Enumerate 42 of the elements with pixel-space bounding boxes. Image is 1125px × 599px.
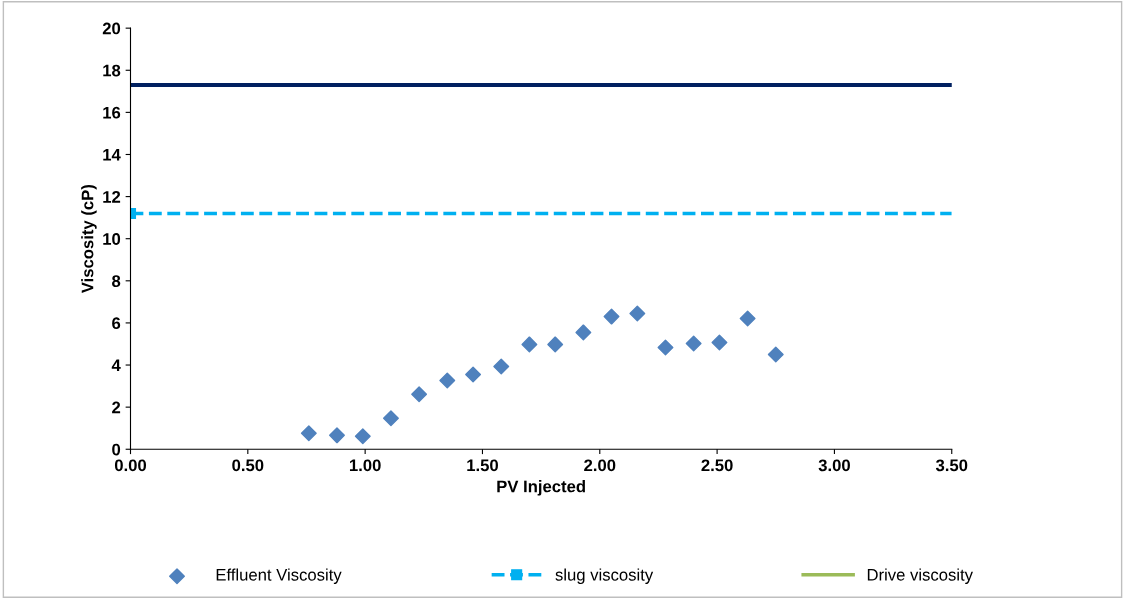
point [629,305,646,322]
point [411,386,428,403]
point [575,324,592,341]
point [439,372,456,389]
x-axis-title: PV Injected [497,480,585,496]
y-tick-label: 4 [111,359,121,372]
y-tick-label: 10 [103,233,121,245]
x-tick-label: 3.00 [818,459,850,472]
y-tick-label: 14 [103,149,121,161]
y-tick-label: 18 [103,64,121,77]
y-axis-title: Viscosity (cP) [81,185,97,294]
y-tick-label: 16 [103,106,121,119]
y-tick-label: 0 [112,443,121,456]
y-tick-label: 12 [103,190,121,203]
x-tick-label: 0.50 [232,459,264,472]
point [603,308,620,325]
x-tick-label: 1.50 [467,459,498,472]
point [739,310,756,327]
y-tick-label: 6 [112,317,121,330]
point [300,425,317,442]
y-tick-label: 20 [102,22,121,35]
legend-label: Drive viscosity [867,568,973,584]
point [465,366,482,383]
point [657,339,674,356]
point [493,358,510,375]
x-tick-label: 2.50 [701,459,733,472]
point [329,427,345,444]
x-tick-label: 2.00 [584,459,616,472]
legend-label: slug viscosity [555,568,654,584]
point [521,336,538,353]
x-tick-label: 0.00 [114,459,147,472]
point [711,334,728,351]
legend-label: Effluent Viscosity [216,568,342,584]
x-tick-label: 1.00 [349,459,381,472]
point [354,428,371,445]
point [547,336,564,353]
y-tick-label: 8 [112,275,121,288]
point [382,410,399,427]
point [767,346,784,363]
y-tick-label: 2 [112,401,121,414]
point [685,335,702,352]
x-tick-label: 3.50 [935,459,968,472]
